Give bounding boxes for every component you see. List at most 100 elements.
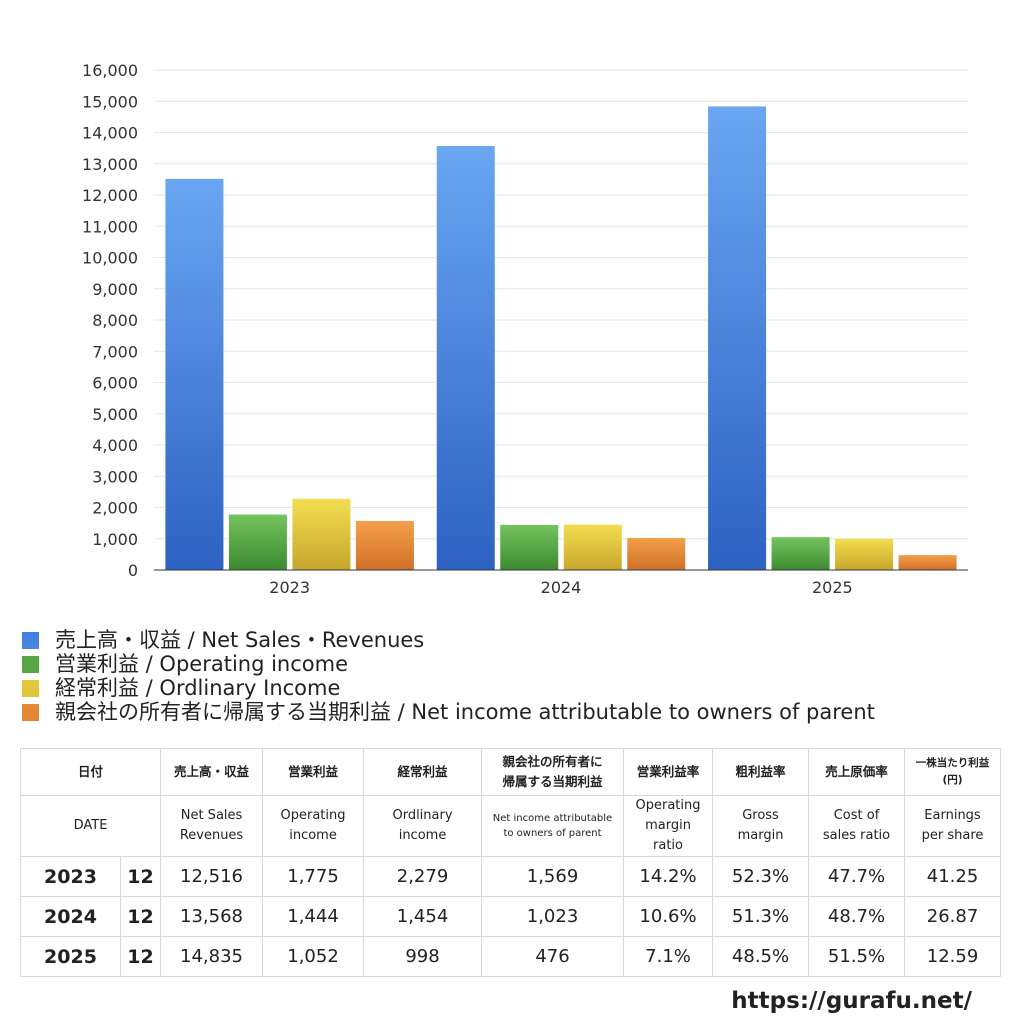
cell-ordinary-income: 1,454 [363, 896, 483, 937]
cell-eps: 41.25 [904, 856, 1002, 897]
y-tick-label: 13,000 [82, 155, 138, 174]
chart-legend: 売上高・収益 / Net Sales・Revenues 営業利益 / Operat… [22, 628, 875, 724]
table-row: 2023 12 12,516 1,775 2,279 1,569 14.2% 5… [20, 856, 1002, 897]
cell-gross-margin: 48.5% [712, 936, 810, 977]
header-operating-income-en: Operating income [262, 795, 365, 857]
cell-cost-ratio: 47.7% [808, 856, 906, 897]
header-eps-ja: 一株当たり利益 (円) [904, 748, 1002, 796]
y-axis-ticks: 0 1,000 2,000 3,000 4,000 5,000 6,000 7,000 8,00… [82, 61, 138, 580]
x-tick-label: 2024 [541, 578, 582, 597]
x-tick-label: 2023 [269, 578, 310, 597]
legend-label: 営業利益 / Operating income [55, 652, 349, 676]
bar-2024-series-4 [627, 538, 686, 570]
cell-year: 2023 [20, 856, 121, 897]
bar-2024-series-1 [436, 146, 495, 570]
header-date-en: DATE [19, 795, 162, 857]
cell-year: 2024 [20, 896, 121, 937]
header-operating-margin-en: Operating margin ratio [623, 795, 714, 857]
site-url: https://gurafu.net/ [731, 988, 972, 1014]
cell-month: 12 [119, 936, 162, 977]
table-row: 2024 12 13,568 1,444 1,454 1,023 10.6% 5… [20, 896, 1002, 937]
header-cost-ratio-ja: 売上原価率 [808, 748, 906, 796]
cell-net-sales: 14,835 [160, 936, 264, 977]
legend-label: 売上高・収益 / Net Sales・Revenues [55, 628, 425, 652]
header-operating-income-ja: 営業利益 [262, 748, 365, 796]
y-tick-label: 12,000 [82, 186, 138, 205]
cell-ordinary-income: 2,279 [363, 856, 483, 897]
cell-net-income: 476 [481, 936, 625, 977]
cell-cost-ratio: 51.5% [808, 936, 906, 977]
cell-gross-margin: 51.3% [712, 896, 810, 937]
cell-net-sales: 13,568 [160, 896, 264, 937]
cell-gross-margin: 52.3% [712, 856, 810, 897]
legend-swatch [22, 631, 39, 649]
cell-net-income: 1,023 [481, 896, 625, 937]
bar-2024-series-2 [500, 524, 559, 570]
header-row-japanese: 日付 売上高・収益 営業利益 経常利益 親会社の所有者に 帰属する当期利益 営業… [19, 748, 1002, 796]
x-tick-label: 2025 [812, 578, 853, 597]
legend-label: 経常利益 / Ordlinary Income [55, 676, 341, 700]
bar-2025-series-4 [898, 555, 957, 570]
cell-month: 12 [119, 856, 162, 897]
legend-swatch [22, 679, 39, 697]
legend-item: 営業利益 / Operating income [22, 652, 875, 676]
cell-eps: 26.87 [904, 896, 1002, 937]
cell-net-sales: 12,516 [160, 856, 264, 897]
header-date-ja: 日付 [19, 748, 162, 796]
bar-2023-series-1 [165, 178, 224, 570]
y-tick-label: 1,000 [92, 530, 138, 549]
header-net-sales-ja: 売上高・収益 [160, 748, 264, 796]
header-ordinary-income-en: Ordlinary income [363, 795, 483, 857]
legend-item: 親会社の所有者に帰属する当期利益 / Net income attributab… [22, 700, 875, 724]
bar-chart: 0 1,000 2,000 3,000 4,000 5,000 6,000 7,000 8,00… [82, 61, 968, 597]
financial-table: 日付 売上高・収益 営業利益 経常利益 親会社の所有者に 帰属する当期利益 営業… [19, 748, 1002, 977]
y-tick-label: 15,000 [82, 92, 138, 111]
gridlines [154, 69, 968, 540]
header-gross-margin-en: Gross margin [712, 795, 810, 857]
header-operating-margin-ja: 営業利益率 [623, 748, 714, 796]
bar-2023-series-2 [228, 514, 287, 570]
bar-2023-series-3 [292, 498, 351, 570]
x-axis-ticks: 2023 2024 2025 [269, 578, 852, 597]
cell-month: 12 [119, 896, 162, 937]
cell-operating-income: 1,444 [262, 896, 365, 937]
bar-2025-series-1 [708, 106, 767, 570]
y-tick-label: 6,000 [92, 374, 138, 393]
cell-net-income: 1,569 [481, 856, 625, 897]
header-ordinary-income-ja: 経常利益 [363, 748, 483, 796]
y-tick-label: 8,000 [92, 311, 138, 330]
header-row-english: DATE Net Sales Revenues Operating income… [19, 795, 1002, 857]
cell-year: 2025 [20, 936, 121, 977]
y-tick-label: 7,000 [92, 342, 138, 361]
legend-label: 親会社の所有者に帰属する当期利益 / Net income attributab… [55, 700, 875, 724]
cell-operating-income: 1,052 [262, 936, 365, 977]
y-tick-label: 3,000 [92, 467, 138, 486]
legend-item: 売上高・収益 / Net Sales・Revenues [22, 628, 875, 652]
y-tick-label: 4,000 [92, 436, 138, 455]
cell-cost-ratio: 48.7% [808, 896, 906, 937]
cell-operating-margin: 7.1% [623, 936, 714, 977]
bars [165, 106, 957, 570]
y-tick-label: 2,000 [92, 499, 138, 518]
table-row: 2025 12 14,835 1,052 998 476 7.1% 48.5% … [20, 936, 1002, 977]
cell-eps: 12.59 [904, 936, 1002, 977]
header-net-sales-en: Net Sales Revenues [160, 795, 264, 857]
legend-item: 経常利益 / Ordlinary Income [22, 676, 875, 700]
header-gross-margin-ja: 粗利益率 [712, 748, 810, 796]
cell-ordinary-income: 998 [363, 936, 483, 977]
bar-2025-series-2 [771, 537, 830, 570]
cell-operating-income: 1,775 [262, 856, 365, 897]
bar-2025-series-3 [835, 538, 894, 570]
y-tick-label: 11,000 [82, 217, 138, 236]
y-tick-label: 0 [128, 561, 138, 580]
y-tick-label: 14,000 [82, 124, 138, 143]
y-tick-label: 5,000 [92, 405, 138, 424]
bar-2023-series-4 [355, 520, 414, 570]
cell-operating-margin: 10.6% [623, 896, 714, 937]
cell-operating-margin: 14.2% [623, 856, 714, 897]
y-tick-label: 16,000 [82, 61, 138, 80]
header-net-income-ja: 親会社の所有者に 帰属する当期利益 [481, 748, 625, 796]
legend-swatch [22, 703, 39, 721]
y-tick-label: 10,000 [82, 249, 138, 268]
bar-2024-series-3 [563, 524, 622, 570]
